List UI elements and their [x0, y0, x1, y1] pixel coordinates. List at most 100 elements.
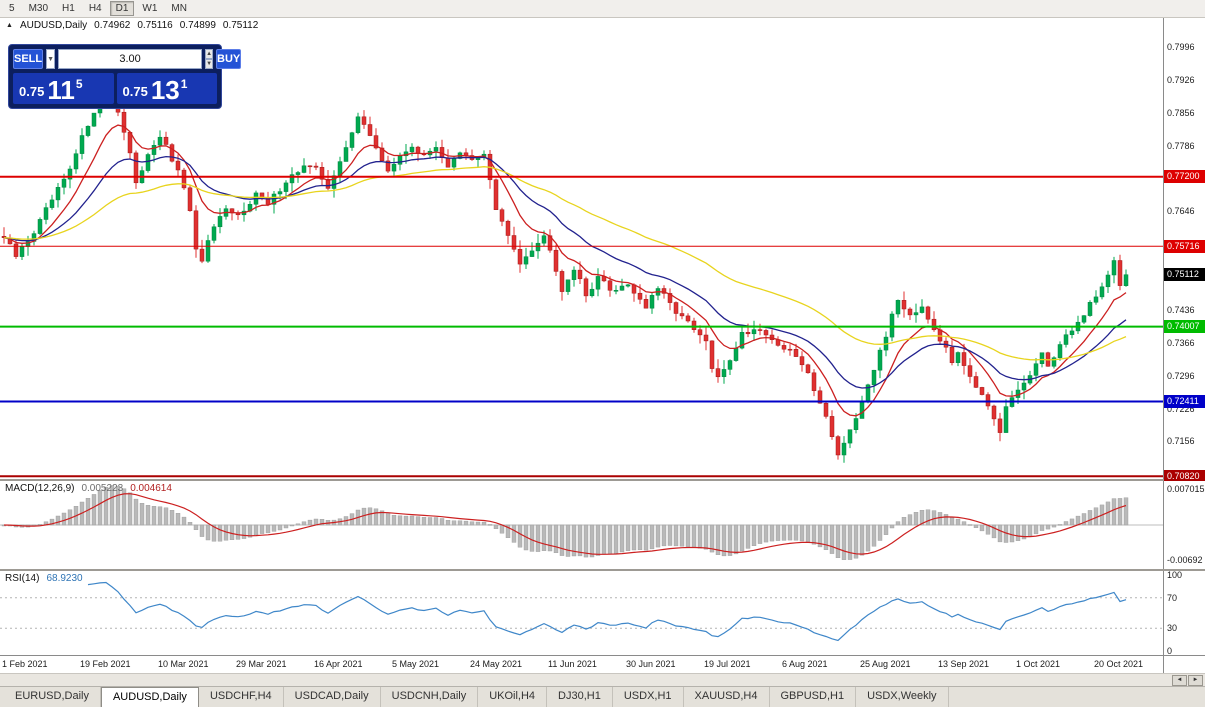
chart-tab-usdcad-daily[interactable]: USDCAD,Daily: [284, 687, 381, 707]
hline-price-label: 0.70820: [1164, 469, 1205, 483]
date-tick-label: 13 Sep 2021: [938, 659, 990, 669]
ma-slow-line: [3, 166, 1127, 361]
rsi-plot[interactable]: RSI(14) 68.9230: [0, 571, 1163, 655]
tab-scroll-right-button[interactable]: ►: [1188, 674, 1203, 686]
macd-axis-label: -0.00692: [1167, 555, 1203, 566]
chart-tab-dj30-h1[interactable]: DJ30,H1: [547, 687, 613, 707]
chart-tab-audusd-daily[interactable]: AUDUSD,Daily: [100, 687, 199, 707]
chart-tab-xauusd-h4[interactable]: XAUUSD,H4: [684, 687, 770, 707]
hline-price-label: 0.75716: [1164, 239, 1205, 253]
date-tick-label: 20 Oct 2021: [1094, 659, 1144, 669]
buy-button[interactable]: BUY: [216, 49, 242, 69]
macd-main-value: 0.005223: [81, 483, 124, 494]
chart-tab-gbpusd-h1[interactable]: GBPUSD,H1: [770, 687, 857, 707]
chart-tab-ukoil-h4[interactable]: UKOil,H4: [478, 687, 548, 707]
ohlc-open: 0.74962: [94, 20, 131, 31]
date-axis: 1 Feb 2021 19 Feb 2021 10 Mar 2021 29 Mar 2…: [0, 656, 1163, 673]
chart-tab-usdx-h1[interactable]: USDX,H1: [613, 687, 684, 707]
arrow-left-icon: ◄: [1176, 676, 1183, 683]
candles-layer: [1, 86, 1129, 463]
chart-tab-usdcnh-daily[interactable]: USDCNH,Daily: [381, 687, 479, 707]
ohlc-close: 0.75112: [222, 20, 259, 31]
one-click-trading-panel: SELL ▼ ▲ ▼ BUY 0.75 11 5: [8, 44, 242, 109]
ma-medium-line: [3, 155, 1127, 389]
date-tick-label: 25 Aug 2021: [860, 659, 911, 669]
volume-stepper: ▲ ▼: [205, 49, 214, 69]
price-axis: 0.79960.79260.78560.77860.77160.76460.75…: [1163, 18, 1205, 483]
price-tick-label: 0.7156: [1167, 436, 1195, 447]
date-tick-label: 11 Jun 2021: [548, 659, 597, 669]
macd-axis: 0.007015 -0.00692: [1163, 481, 1205, 569]
arrow-right-icon: ►: [1192, 676, 1199, 683]
rsi-label: RSI(14) 68.9230: [5, 573, 83, 584]
timeframe-toolbar: 5 M30 H1 H4 D1 W1 MN: [0, 0, 1205, 18]
chart-window: ▲ AUDUSD,Daily 0.74962 0.75116 0.74899 0…: [0, 18, 1205, 707]
sell-button[interactable]: SELL: [13, 49, 44, 69]
buy-price-prefix: 0.75: [122, 84, 148, 99]
rsi-canvas: [0, 581, 1163, 642]
macd-canvas: [0, 485, 1163, 560]
panel-splitter[interactable]: [0, 569, 1205, 571]
macd-signal-line: [3, 493, 1127, 555]
date-tick-label: 19 Feb 2021: [80, 659, 131, 669]
date-tick-label: 6 Aug 2021: [782, 659, 828, 669]
volume-increment-button[interactable]: ▲: [205, 49, 214, 59]
ohlc-low: 0.74899: [179, 20, 216, 31]
sell-price-display[interactable]: 0.75 11 5: [13, 73, 114, 104]
timeframe-button-h4[interactable]: H4: [83, 1, 108, 16]
rsi-line: [87, 581, 1127, 642]
macd-histogram-layer: [1, 485, 1129, 560]
tab-scroll-left-button[interactable]: ◄: [1172, 674, 1187, 686]
timeframe-button-d1[interactable]: D1: [109, 1, 135, 16]
volume-input[interactable]: [58, 49, 203, 69]
ma-fast-line: [3, 124, 1127, 417]
price-tick-label: 0.7296: [1167, 370, 1195, 381]
volume-decrement-button[interactable]: ▼: [205, 59, 214, 69]
chart-title: ▲ AUDUSD,Daily 0.74962 0.75116 0.74899 0…: [6, 20, 258, 31]
macd-plot[interactable]: MACD(12,26,9) 0.005223 0.004614: [0, 481, 1163, 569]
sell-price-big-digits: 11: [47, 75, 75, 105]
chart-tab-eurusd-daily[interactable]: EURUSD,Daily: [4, 687, 101, 707]
chart-tab-usdx-weekly[interactable]: USDX,Weekly: [856, 687, 949, 707]
date-tick-label: 5 May 2021: [392, 659, 440, 669]
sell-price-prefix: 0.75: [19, 84, 45, 99]
chart-tab-bar: EURUSD,Daily AUDUSD,Daily USDCHF,H4 USDCAD,…: [0, 686, 1205, 707]
price-tick-label: 0.7786: [1167, 140, 1195, 151]
volume-dropdown-button[interactable]: ▼: [46, 49, 56, 69]
rsi-value: 68.9230: [46, 573, 83, 584]
timeframe-button-5[interactable]: 5: [3, 1, 21, 16]
date-tick-label: 19 Jul 2021: [704, 659, 751, 669]
horizontal-lines-layer: [0, 175, 1163, 478]
price-tick-label: 0.7646: [1167, 206, 1195, 217]
price-chart-canvas: [0, 86, 1163, 478]
macd-signal-value: 0.004614: [130, 483, 172, 494]
date-tick-label: 30 Jun 2021: [626, 659, 676, 669]
tab-scroll-strip: ◄ ►: [0, 673, 1205, 686]
rsi-axis-label: 100: [1167, 570, 1183, 580]
date-tick-label: 24 May 2021: [470, 659, 523, 669]
price-tick-label: 0.7856: [1167, 107, 1195, 118]
price-chart-plot[interactable]: ▲ AUDUSD,Daily 0.74962 0.75116 0.74899 0…: [0, 18, 1163, 479]
chart-tab-usdchf-h4[interactable]: USDCHF,H4: [199, 687, 284, 707]
rsi-axis-label: 70: [1167, 592, 1178, 603]
date-tick-label: 1 Oct 2021: [1016, 659, 1061, 669]
price-tick-label: 0.7366: [1167, 337, 1195, 348]
buy-price-big-digits: 13: [150, 75, 180, 105]
chart-symbol-label: AUDUSD,Daily: [19, 20, 88, 31]
timeframe-button-w1[interactable]: W1: [136, 1, 163, 16]
rsi-axis-label: 30: [1167, 623, 1178, 634]
buy-price-display[interactable]: 0.75 13 1: [116, 73, 217, 105]
timeframe-button-h1[interactable]: H1: [56, 1, 81, 16]
date-tick-label: 10 Mar 2021: [158, 659, 209, 669]
panel-splitter[interactable]: [0, 479, 1205, 481]
timeframe-button-mn[interactable]: MN: [165, 1, 193, 16]
price-tick-label: 0.7436: [1167, 304, 1195, 315]
date-tick-label: 16 Apr 2021: [314, 659, 363, 669]
date-axis-corner: [1163, 656, 1205, 673]
macd-label: MACD(12,26,9) 0.005223 0.004614: [5, 483, 172, 494]
price-tick-label: 0.7226: [1167, 403, 1195, 414]
ohlc-high: 0.75116: [137, 20, 173, 31]
timeframe-button-m30[interactable]: M30: [23, 1, 54, 16]
price-tick-label: 0.7926: [1167, 74, 1195, 85]
rsi-axis-label: 0: [1167, 646, 1173, 656]
